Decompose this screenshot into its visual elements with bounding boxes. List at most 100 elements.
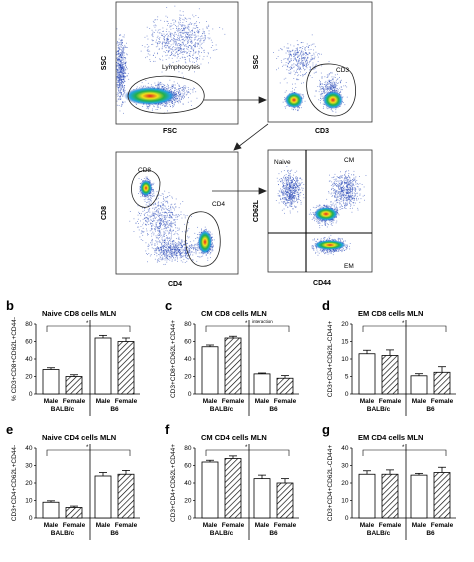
facs2-xlabel: CD3 <box>315 128 329 135</box>
facs-plot-cd3-ssc: CD3 CD3 SSC <box>253 1 373 135</box>
bar <box>94 475 112 519</box>
y-tick-label: 0 <box>29 515 33 522</box>
facs3-xlabel: CD4 <box>168 281 182 288</box>
gate-label-cm: CM <box>344 157 354 164</box>
bar <box>94 337 112 395</box>
significance-star: * <box>402 445 405 451</box>
group-label: BALB/c <box>51 530 75 537</box>
bar <box>410 474 428 519</box>
significance-bracket <box>46 325 131 332</box>
facs4-ylabel: CD62L <box>253 199 260 222</box>
category-label: Male <box>203 398 218 405</box>
category-label: Male <box>412 398 427 405</box>
y-tick-label: 0 <box>188 515 192 522</box>
chart-letter: e <box>6 422 13 437</box>
y-tick-label: 15 <box>341 339 349 346</box>
gate-label-cd4: CD4 <box>212 201 225 208</box>
category-label: Male <box>412 522 427 529</box>
chart-f: f CM CD4 cells MLN CD3+CD4+CD62L+CD44+ 0 20 4… <box>165 422 299 540</box>
y-tick-label: 40 <box>25 356 33 363</box>
facs-plot-cd4-cd8: CD8 CD4 CD4 CD8 <box>101 151 239 288</box>
y-axis-label: CD3+CD4+CD62L+CD44+ <box>170 444 177 522</box>
facs-dots-1 <box>116 5 226 114</box>
y-tick-label: 60 <box>25 339 33 346</box>
y-tick-label: 10 <box>25 498 33 505</box>
bar <box>276 482 294 519</box>
significance-star: * <box>86 321 89 327</box>
chart-title: CM CD8 cells MLN <box>201 309 267 318</box>
chart-letter: b <box>6 298 14 313</box>
bar <box>433 371 451 395</box>
group-label: B6 <box>426 406 435 413</box>
chart-c: c CM CD8 cells MLN CD3+CD8+CD62L+CD44+ 0 20 4… <box>165 298 299 416</box>
facs4-xlabel: CD44 <box>313 280 331 287</box>
chart-title: Naive CD4 cells MLN <box>42 433 116 442</box>
bar <box>410 375 428 395</box>
significance-star: * <box>245 445 248 451</box>
y-tick-label: 30 <box>25 463 33 470</box>
y-axis-label: CD3+CD8+CD62L+CD44+ <box>170 320 177 398</box>
y-axis-label: CD3+CD4+CD62L-CD44+ <box>327 445 334 522</box>
gate-label-lymphocytes: Lymphocytes <box>162 64 201 71</box>
chart-d: d EM CD8 cells MLN CD3+CD4+CD62L-CD44+ 0 5 10… <box>322 298 456 416</box>
bar <box>253 478 271 519</box>
significance-star: * <box>402 321 405 327</box>
y-tick-label: 80 <box>184 445 192 452</box>
significance-bracket <box>46 449 131 456</box>
bar <box>381 355 399 395</box>
bar <box>433 472 451 519</box>
y-tick-label: 20 <box>184 374 192 381</box>
group-label: B6 <box>269 530 278 537</box>
category-label: Female <box>115 398 138 405</box>
facs-plot-cd44-cd62l: Naive CM EM CD44 CD62L <box>253 149 373 287</box>
group-label: BALB/c <box>210 530 234 537</box>
y-tick-label: 60 <box>184 463 192 470</box>
y-tick-label: 80 <box>184 321 192 328</box>
y-tick-label: 0 <box>345 391 349 398</box>
significance-bracket <box>362 449 447 456</box>
group-label: B6 <box>269 406 278 413</box>
y-tick-label: 40 <box>184 356 192 363</box>
group-label: BALB/c <box>367 406 391 413</box>
cd8-gate <box>131 169 161 208</box>
category-label: Female <box>379 398 402 405</box>
bar <box>224 458 242 519</box>
y-tick-label: 20 <box>341 480 349 487</box>
y-tick-label: 60 <box>184 339 192 346</box>
bar <box>42 501 60 519</box>
category-label: Male <box>96 522 111 529</box>
category-label: Female <box>115 522 138 529</box>
y-axis-label: CD3+CD4+CD62L+CD44- <box>11 445 18 521</box>
category-label: Female <box>222 398 245 405</box>
chart-letter: d <box>322 298 330 313</box>
bar <box>65 376 83 395</box>
group-label: B6 <box>110 530 119 537</box>
y-tick-label: 5 <box>345 374 349 381</box>
gate-label-cd8: CD8 <box>138 167 151 174</box>
bar <box>117 473 135 519</box>
significance-star: * <box>86 445 89 451</box>
y-axis-label: % CD3+CD8+CD62L+CD44- <box>11 317 18 401</box>
category-label: Male <box>44 522 59 529</box>
y-tick-label: 20 <box>25 480 33 487</box>
y-tick-label: 0 <box>29 391 33 398</box>
bar <box>42 369 60 395</box>
category-label: Female <box>431 398 454 405</box>
lymphocyte-gate <box>127 75 205 114</box>
chart-letter: f <box>165 422 170 437</box>
facs-dots-4 <box>275 166 367 256</box>
facs1-xlabel: FSC <box>163 128 177 135</box>
significance-bracket <box>362 325 447 332</box>
y-tick-label: 30 <box>341 463 349 470</box>
chart-note: interaction <box>252 319 273 324</box>
gating-arrows <box>204 96 269 195</box>
group-label: BALB/c <box>367 530 391 537</box>
facs-dots-3 <box>129 176 215 265</box>
y-tick-label: 20 <box>184 498 192 505</box>
chart-letter: g <box>322 422 330 437</box>
category-label: Female <box>63 398 86 405</box>
bar <box>276 377 294 395</box>
category-label: Male <box>255 398 270 405</box>
chart-b: b Naive CD8 cells MLN % CD3+CD8+CD62L+CD44… <box>6 298 140 416</box>
